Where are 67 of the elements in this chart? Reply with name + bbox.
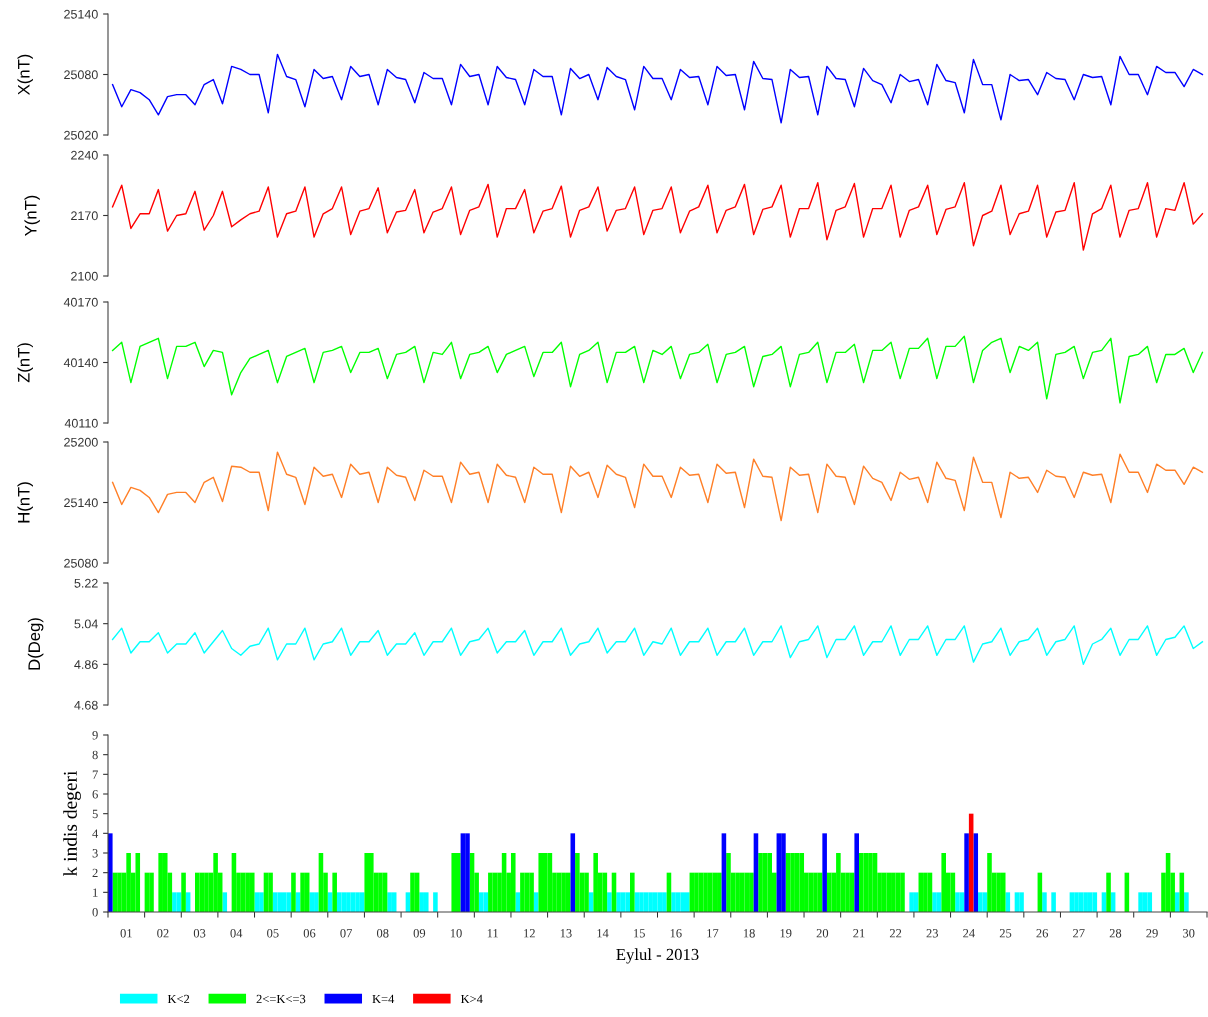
x-tick-label: 14 bbox=[597, 929, 609, 938]
x-tick-label: 13 bbox=[560, 929, 572, 938]
y-tick-label: 2 bbox=[92, 868, 98, 877]
x-tick-label: 01 bbox=[120, 929, 132, 938]
y-axis-title: X(nT) bbox=[17, 54, 33, 95]
y-tick-label: 5.04 bbox=[74, 619, 98, 629]
y-axis-title: Z(nT) bbox=[17, 343, 33, 383]
y-tick-label: 2100 bbox=[71, 271, 98, 281]
y-axis-title: D(Deg) bbox=[27, 618, 44, 670]
x-tick-label: 25 bbox=[999, 929, 1012, 938]
x-tick-label: 30 bbox=[1183, 929, 1195, 938]
y-tick-label: 25140 bbox=[64, 9, 98, 19]
y-tick-label: 25080 bbox=[64, 70, 98, 80]
x-tick-label: 04 bbox=[230, 929, 243, 938]
y-tick-label: 40110 bbox=[64, 418, 98, 428]
x-tick-label: 11 bbox=[487, 929, 498, 938]
x-tick-label: 06 bbox=[303, 929, 316, 938]
x-tick-label: 19 bbox=[780, 929, 792, 938]
x-tick-label: 15 bbox=[634, 929, 645, 938]
x-tick-label: 26 bbox=[1036, 929, 1049, 938]
y-tick-label: 40140 bbox=[63, 358, 98, 368]
x-axis-title: Eylul - 2013 bbox=[616, 948, 699, 964]
y-tick-label: 7 bbox=[92, 770, 98, 779]
legend-label: K>4 bbox=[460, 994, 483, 1004]
x-tick-label: 20 bbox=[816, 929, 829, 938]
legend-label: K<2 bbox=[167, 994, 190, 1004]
y-tick-label: 25200 bbox=[64, 437, 98, 447]
y-tick-label: 5.22 bbox=[74, 578, 98, 588]
y-tick-label: 9 bbox=[92, 731, 98, 740]
x-tick-label: 09 bbox=[413, 929, 426, 938]
y-tick-label: 5 bbox=[92, 809, 98, 819]
y-axis-title: H(nT) bbox=[17, 482, 33, 523]
y-axis-title: k indis degeri bbox=[63, 770, 81, 877]
x-tick-label: 28 bbox=[1109, 929, 1122, 938]
y-tick-label: 40170 bbox=[63, 297, 98, 307]
y-tick-label: 1 bbox=[93, 888, 98, 897]
y-tick-label: 0 bbox=[92, 908, 98, 917]
x-tick-label: 08 bbox=[376, 929, 389, 938]
y-tick-label: 25020 bbox=[64, 130, 98, 140]
y-tick-label: 8 bbox=[92, 750, 98, 760]
y-tick-label: 4 bbox=[92, 829, 99, 838]
y-tick-label: 25140 bbox=[64, 498, 98, 508]
x-tick-label: 16 bbox=[670, 929, 682, 938]
y-tick-label: 4.68 bbox=[74, 700, 98, 710]
x-tick-label: 17 bbox=[707, 929, 719, 938]
x-tick-label: 21 bbox=[853, 929, 865, 938]
y-tick-label: 2240 bbox=[71, 150, 98, 160]
x-tick-label: 07 bbox=[340, 929, 353, 938]
legend-label: K=4 bbox=[372, 994, 395, 1004]
x-tick-label: 22 bbox=[889, 929, 902, 938]
x-tick-label: 03 bbox=[193, 929, 206, 938]
x-tick-label: 12 bbox=[524, 929, 535, 938]
y-tick-label: 6 bbox=[92, 790, 98, 799]
x-tick-label: 23 bbox=[926, 929, 939, 938]
x-tick-label: 27 bbox=[1073, 929, 1085, 938]
x-tick-label: 24 bbox=[963, 929, 975, 938]
y-tick-label: 3 bbox=[92, 849, 98, 858]
x-tick-label: 18 bbox=[743, 929, 755, 938]
y-tick-label: 25080 bbox=[64, 558, 98, 568]
x-tick-label: 02 bbox=[157, 929, 169, 938]
y-tick-label: 2170 bbox=[71, 211, 98, 221]
legend-label: 2<=K<=3 bbox=[256, 994, 306, 1004]
x-tick-label: 10 bbox=[450, 929, 462, 938]
x-tick-label: 29 bbox=[1146, 929, 1158, 938]
y-axis-title: Y(nT) bbox=[24, 195, 40, 236]
y-tick-label: 4.86 bbox=[74, 660, 98, 669]
x-tick-label: 05 bbox=[267, 929, 279, 938]
